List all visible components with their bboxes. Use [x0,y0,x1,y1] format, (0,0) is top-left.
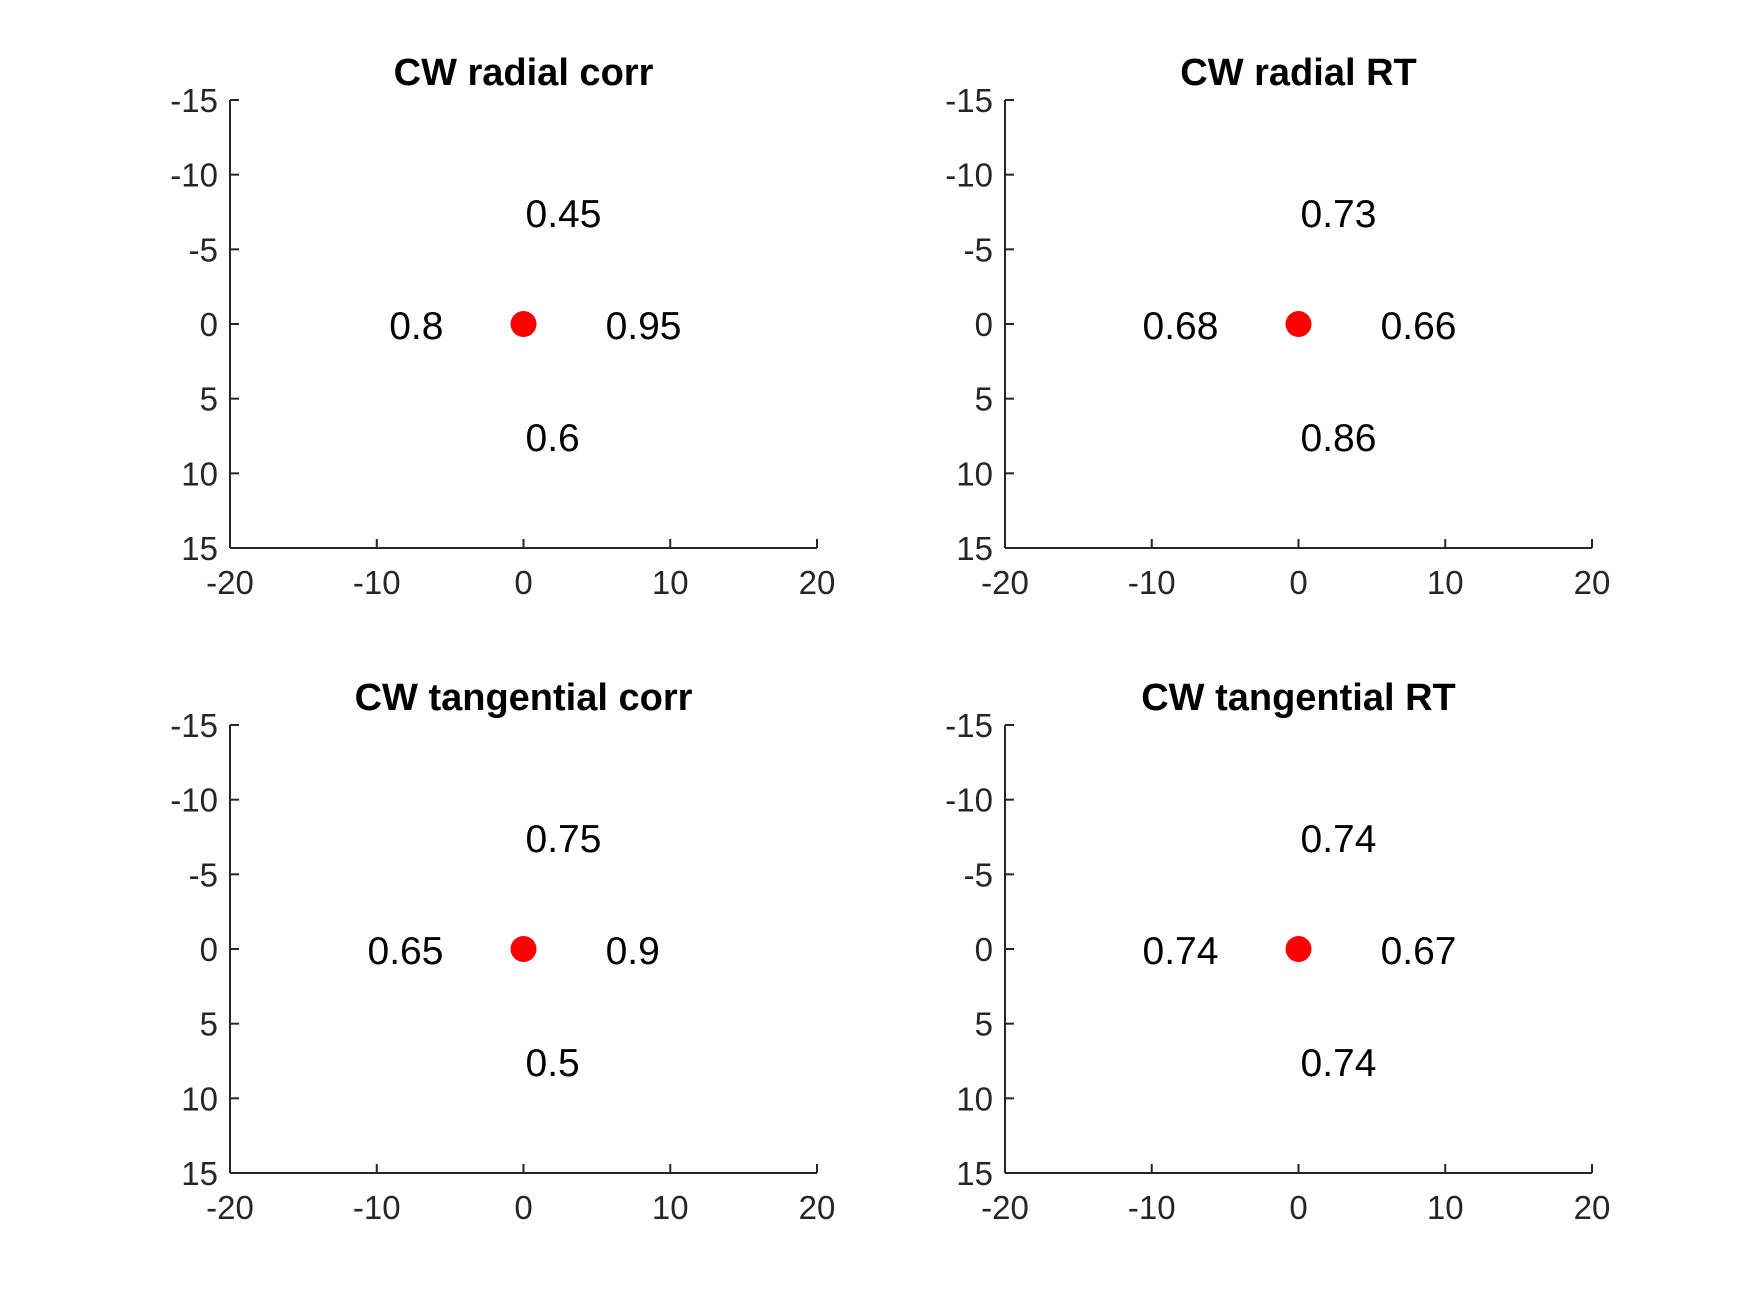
data-label: 0.86 [1301,417,1377,460]
data-label: 0.65 [368,930,444,973]
data-label: 0.45 [526,193,602,236]
data-label: 0.75 [526,818,602,861]
y-tick-label: -10 [945,782,993,819]
data-point-marker [1285,311,1312,337]
y-tick-label: 10 [181,455,218,492]
x-tick-label: 10 [1427,1189,1464,1226]
data-label: 0.9 [606,930,660,973]
x-tick-label: 10 [652,564,689,601]
y-tick-label: -10 [170,157,218,194]
data-label: 0.66 [1381,305,1457,348]
x-tick-label: -20 [981,1189,1029,1226]
data-label: 0.74 [1143,930,1219,973]
data-point-marker [510,311,537,337]
data-label: 0.6 [526,417,580,460]
y-tick-label: -15 [945,82,993,119]
y-tick-label: -10 [945,157,993,194]
y-tick-label: -5 [964,231,993,268]
data-point-marker [510,936,537,962]
x-tick-label: -20 [206,1189,254,1226]
x-tick-label: 10 [652,1189,689,1226]
y-tick-label: 5 [200,381,218,418]
y-tick-label: 5 [975,1006,993,1043]
x-tick-label: 20 [1574,564,1611,601]
x-tick-label: -10 [1128,564,1176,601]
y-tick-label: -5 [964,856,993,893]
data-label: 0.74 [1301,818,1377,861]
data-point-marker [1285,936,1312,962]
chart-panel-1: -20 -10 0 10 20 -15 -10 -5 0 5 10 15 CW radial corr 0… [170,52,835,601]
x-tick-label: -20 [206,564,254,601]
x-tick-label: 0 [1289,1189,1307,1226]
y-tick-label: 15 [956,530,993,567]
x-tick-label: 20 [799,1189,836,1226]
chart-panel-3: -20 -10 0 10 20 -15 -10 -5 0 5 10 15 CW tangential c… [170,677,835,1226]
y-tick-label: 0 [975,931,993,968]
data-label: 0.8 [389,305,443,348]
x-tick-label: 0 [514,564,532,601]
data-label: 0.5 [526,1042,580,1085]
chart-title: CW radial RT [1180,52,1416,94]
data-label: 0.67 [1381,930,1457,973]
chart-title: CW radial corr [394,52,654,94]
y-tick-label: 5 [975,381,993,418]
y-tick-label: 10 [181,1080,218,1117]
chart-title: CW tangential corr [355,677,693,719]
y-tick-label: -5 [189,856,218,893]
y-tick-label: 0 [975,306,993,343]
x-tick-label: -10 [1128,1189,1176,1226]
y-tick-label: -10 [170,782,218,819]
x-tick-label: -10 [353,564,401,601]
y-tick-label: -15 [945,707,993,744]
y-tick-label: 10 [956,1080,993,1117]
data-label: 0.68 [1143,305,1219,348]
x-tick-label: -20 [981,564,1029,601]
y-tick-label: -15 [170,82,218,119]
y-tick-label: 15 [956,1155,993,1192]
data-label: 0.95 [606,305,682,348]
chart-panel-4: -20 -10 0 10 20 -15 -10 -5 0 5 10 15 CW tangential R… [945,677,1610,1226]
chart-title: CW tangential RT [1141,677,1456,719]
y-tick-label: 5 [200,1006,218,1043]
x-tick-label: 10 [1427,564,1464,601]
y-tick-label: 15 [181,530,218,567]
x-tick-label: -10 [353,1189,401,1226]
data-label: 0.73 [1301,193,1377,236]
x-tick-label: 20 [799,564,836,601]
x-tick-label: 20 [1574,1189,1611,1226]
y-tick-label: -5 [189,231,218,268]
x-tick-label: 0 [514,1189,532,1226]
x-tick-label: 0 [1289,564,1307,601]
y-tick-label: 0 [200,306,218,343]
y-tick-label: 15 [181,1155,218,1192]
data-label: 0.74 [1301,1042,1377,1085]
y-tick-label: -15 [170,707,218,744]
chart-panel-2: -20 -10 0 10 20 -15 -10 -5 0 5 10 15 CW radial RT 0.7… [945,52,1610,601]
y-tick-label: 10 [956,455,993,492]
y-tick-label: 0 [200,931,218,968]
